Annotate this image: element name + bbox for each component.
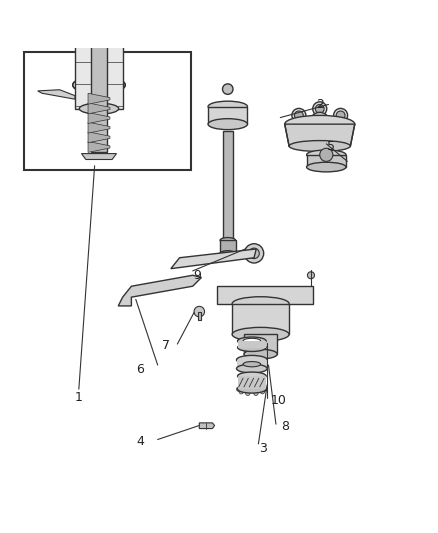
Ellipse shape <box>307 162 346 172</box>
Circle shape <box>292 122 306 135</box>
Circle shape <box>336 124 345 133</box>
Circle shape <box>307 272 314 279</box>
Circle shape <box>239 384 244 389</box>
Polygon shape <box>88 141 110 152</box>
Circle shape <box>313 128 327 142</box>
Ellipse shape <box>307 150 346 159</box>
Circle shape <box>246 391 250 395</box>
Text: 10: 10 <box>270 393 286 407</box>
Bar <box>237 341 266 348</box>
Circle shape <box>249 248 259 259</box>
Circle shape <box>260 384 265 389</box>
Circle shape <box>292 108 306 123</box>
Polygon shape <box>88 103 110 114</box>
Polygon shape <box>199 423 215 429</box>
Ellipse shape <box>237 356 267 364</box>
Ellipse shape <box>237 372 266 380</box>
Ellipse shape <box>285 115 355 133</box>
Bar <box>307 155 346 167</box>
Circle shape <box>244 244 264 263</box>
Circle shape <box>310 112 329 132</box>
Circle shape <box>114 72 121 79</box>
Circle shape <box>294 124 303 133</box>
Circle shape <box>77 72 84 79</box>
Bar <box>91 0 107 152</box>
Circle shape <box>260 390 265 394</box>
Ellipse shape <box>237 385 266 393</box>
Text: 6: 6 <box>136 363 144 376</box>
Ellipse shape <box>244 349 277 359</box>
Ellipse shape <box>232 297 289 311</box>
Circle shape <box>254 391 258 395</box>
Polygon shape <box>81 154 117 159</box>
Polygon shape <box>88 112 110 124</box>
Bar <box>223 131 233 240</box>
Bar <box>208 107 247 124</box>
Bar <box>232 304 289 334</box>
Polygon shape <box>88 132 110 143</box>
Circle shape <box>194 306 205 317</box>
Circle shape <box>237 387 241 391</box>
Ellipse shape <box>77 68 121 83</box>
Text: 4: 4 <box>136 435 144 448</box>
Polygon shape <box>217 286 313 304</box>
Ellipse shape <box>289 141 350 151</box>
Text: 2: 2 <box>316 98 324 111</box>
Text: 1: 1 <box>75 391 83 405</box>
Bar <box>220 240 236 253</box>
Circle shape <box>105 78 112 85</box>
Circle shape <box>263 387 267 391</box>
Ellipse shape <box>237 364 267 373</box>
Polygon shape <box>88 122 110 133</box>
Circle shape <box>313 102 327 116</box>
Ellipse shape <box>220 251 236 256</box>
Ellipse shape <box>208 101 247 112</box>
Circle shape <box>315 104 324 113</box>
Ellipse shape <box>79 103 119 114</box>
Ellipse shape <box>73 76 125 94</box>
Polygon shape <box>88 93 110 104</box>
Ellipse shape <box>220 238 236 243</box>
Circle shape <box>246 383 250 387</box>
Circle shape <box>105 66 112 72</box>
Ellipse shape <box>237 344 266 351</box>
Bar <box>237 376 266 389</box>
Text: 7: 7 <box>162 339 170 352</box>
Polygon shape <box>285 124 355 146</box>
Circle shape <box>320 148 333 161</box>
Polygon shape <box>38 90 75 99</box>
Circle shape <box>86 66 93 72</box>
Ellipse shape <box>232 327 289 342</box>
Text: 5: 5 <box>327 140 335 152</box>
Text: 3: 3 <box>259 442 267 455</box>
Text: 9: 9 <box>193 269 201 282</box>
Bar <box>244 334 277 354</box>
Bar <box>75 21 123 109</box>
Ellipse shape <box>208 119 247 130</box>
Polygon shape <box>118 275 201 306</box>
Ellipse shape <box>237 337 266 345</box>
Circle shape <box>86 78 93 85</box>
Bar <box>24 52 191 170</box>
Circle shape <box>315 131 324 140</box>
Circle shape <box>254 383 258 387</box>
Circle shape <box>223 84 233 94</box>
Circle shape <box>239 390 244 394</box>
Text: 8: 8 <box>281 420 289 433</box>
Circle shape <box>336 111 345 120</box>
Bar <box>198 312 201 320</box>
Circle shape <box>334 122 348 135</box>
Polygon shape <box>171 249 256 269</box>
Circle shape <box>294 111 303 120</box>
Circle shape <box>334 108 348 123</box>
Ellipse shape <box>243 338 261 344</box>
Ellipse shape <box>243 361 261 367</box>
Bar <box>237 360 267 368</box>
